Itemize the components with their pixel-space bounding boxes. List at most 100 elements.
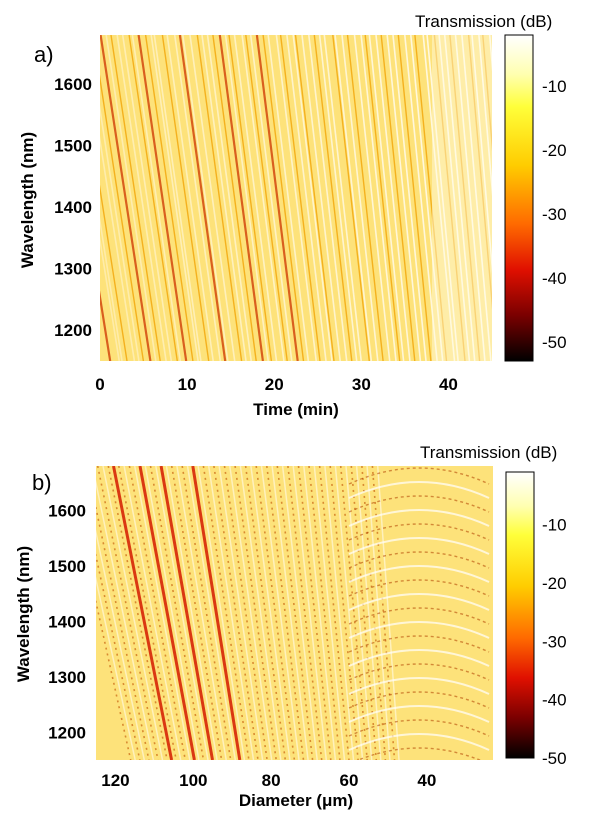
fringe-line [279,35,321,361]
fringe-arc [348,649,490,667]
fringe-line [96,504,150,760]
fringe-line [166,35,214,361]
y-tick-label: 1200 [48,723,86,742]
fringe-line [292,35,333,361]
y-tick-label: 1400 [48,612,86,631]
fringe-line [308,35,348,361]
fringe-line [250,466,291,760]
fringe-line [121,35,173,361]
colorbar-tick-label: -10 [542,77,567,96]
fringe-line [410,35,444,361]
fringe-line [206,35,252,361]
fringe-arc [348,607,490,625]
fringe-line [449,35,481,361]
fringe-arc [348,509,490,527]
fringe-line [196,35,243,361]
fringe-arc [348,565,490,583]
x-tick-label: 10 [178,375,197,394]
fringe-line [110,35,161,361]
fringe-arc [348,663,490,681]
fringe-line [334,35,373,361]
fringe-line [186,466,237,760]
fringe-line [313,35,353,361]
fringe-line [178,35,227,361]
fringe-line [454,35,486,361]
fringe-arc [348,523,490,541]
panel-a-colorbar-title: Transmission (dB) [415,12,552,31]
fringe-line [426,35,459,361]
fringe-line [239,466,282,760]
fringe-line [332,35,370,361]
panel-b-x-axis-title: Diameter (μm) [239,791,353,810]
y-tick-label: 1400 [54,198,92,217]
fringe-line [241,35,285,361]
panel-b-colorbar-ticks: -10 -20 -30 -40 -50 [542,516,567,768]
x-tick-label: 100 [179,771,207,790]
fringe-line [96,598,132,760]
fringe-line [346,35,384,361]
panel-a-x-ticks: 0 10 20 30 40 [95,375,458,394]
fringe-line [266,466,305,760]
colorbar-tick-label: -40 [542,691,567,710]
x-tick-label: 0 [95,375,104,394]
fringe-line [201,35,247,361]
colorbar-tick-label: -40 [542,269,567,288]
fringe-line [128,35,178,361]
panel-b-x-ticks: 120 100 80 60 40 [101,771,436,790]
fringe-line [375,35,411,361]
fringe-line [159,466,214,760]
fringe-line [213,466,259,760]
fringe-line [96,479,155,760]
fringe-line [233,35,278,361]
fringe-line [260,466,300,760]
fringe-line [313,466,346,760]
fringe-line [392,35,427,361]
panel-a-label: a) [34,42,54,67]
fringe-line [467,35,492,310]
fringe-line [294,35,335,361]
fringe-arc [348,593,490,611]
fringe-line [275,35,317,361]
fringe-line [287,466,323,760]
fringe-line [380,35,416,361]
fringe-arc [348,467,490,485]
fringe-arc [348,579,490,597]
fringe-line [173,35,222,361]
fringe-line [118,466,177,760]
y-tick-label: 1600 [48,501,86,520]
fringe-line [329,466,359,760]
fringe-line [324,466,355,760]
fringe-arc [348,635,490,653]
fringe-line [244,466,287,760]
fringe-line [292,466,328,760]
fringe-arc [348,481,490,499]
x-tick-label: 80 [262,771,281,790]
panel-a-y-ticks: 1200 1300 1400 1500 1600 [54,75,92,340]
fringe-line [197,466,246,760]
fringe-line [218,466,264,760]
fringe-line [116,35,167,361]
fringe-arc [348,691,490,709]
fringe-line [297,466,332,760]
fringe-line [137,35,188,361]
x-tick-label: 60 [340,771,359,790]
fringe-line [161,35,210,361]
fringe-arc [348,551,490,569]
fringe-line [318,466,350,760]
colorbar-tick-label: -50 [542,333,567,352]
fringe-line [438,35,471,361]
fringe-line [245,35,288,361]
fringe-arc [348,719,490,737]
fringe-line [361,466,387,760]
y-tick-label: 1200 [54,321,92,340]
fringe-line [189,35,236,361]
panel-a-y-axis-title: Wavelength (nm) [18,132,37,268]
fringe-line [170,466,223,760]
fringe-line [100,35,152,361]
fringe-line [276,466,314,760]
fringe-line [271,466,309,760]
fringe-line [223,466,268,760]
fringe-line [345,466,373,760]
fringe-line [123,466,182,760]
panel-b-colorbar-title: Transmission (dB) [420,443,557,462]
